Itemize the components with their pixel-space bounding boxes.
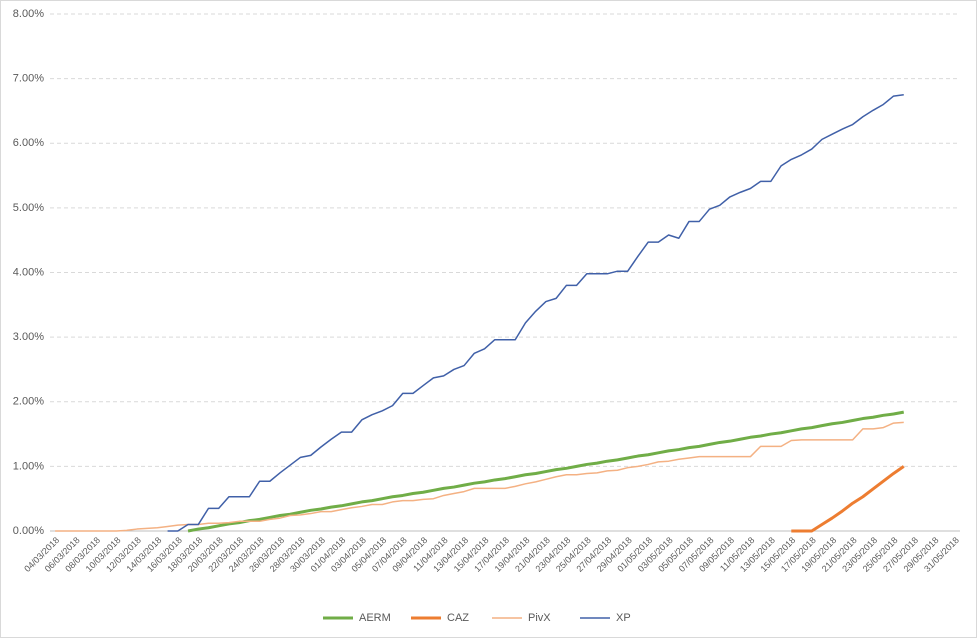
y-tick-label: 7.00%	[13, 73, 44, 85]
y-tick-label: 1.00%	[13, 460, 44, 472]
y-tick-label: 4.00%	[13, 266, 44, 278]
legend-label: CAZ	[447, 612, 469, 624]
y-tick-label: 0.00%	[13, 525, 44, 537]
legend-label: AERM	[359, 612, 391, 624]
y-tick-label: 5.00%	[13, 202, 44, 214]
y-tick-label: 6.00%	[13, 137, 44, 149]
legend-label: PivX	[528, 612, 551, 624]
y-tick-label: 8.00%	[13, 8, 44, 20]
y-tick-label: 2.00%	[13, 396, 44, 408]
legend-label: XP	[616, 612, 631, 624]
series-line	[167, 94, 904, 532]
y-tick-label: 3.00%	[13, 331, 44, 343]
series-line	[791, 465, 905, 533]
series-line	[187, 410, 905, 533]
